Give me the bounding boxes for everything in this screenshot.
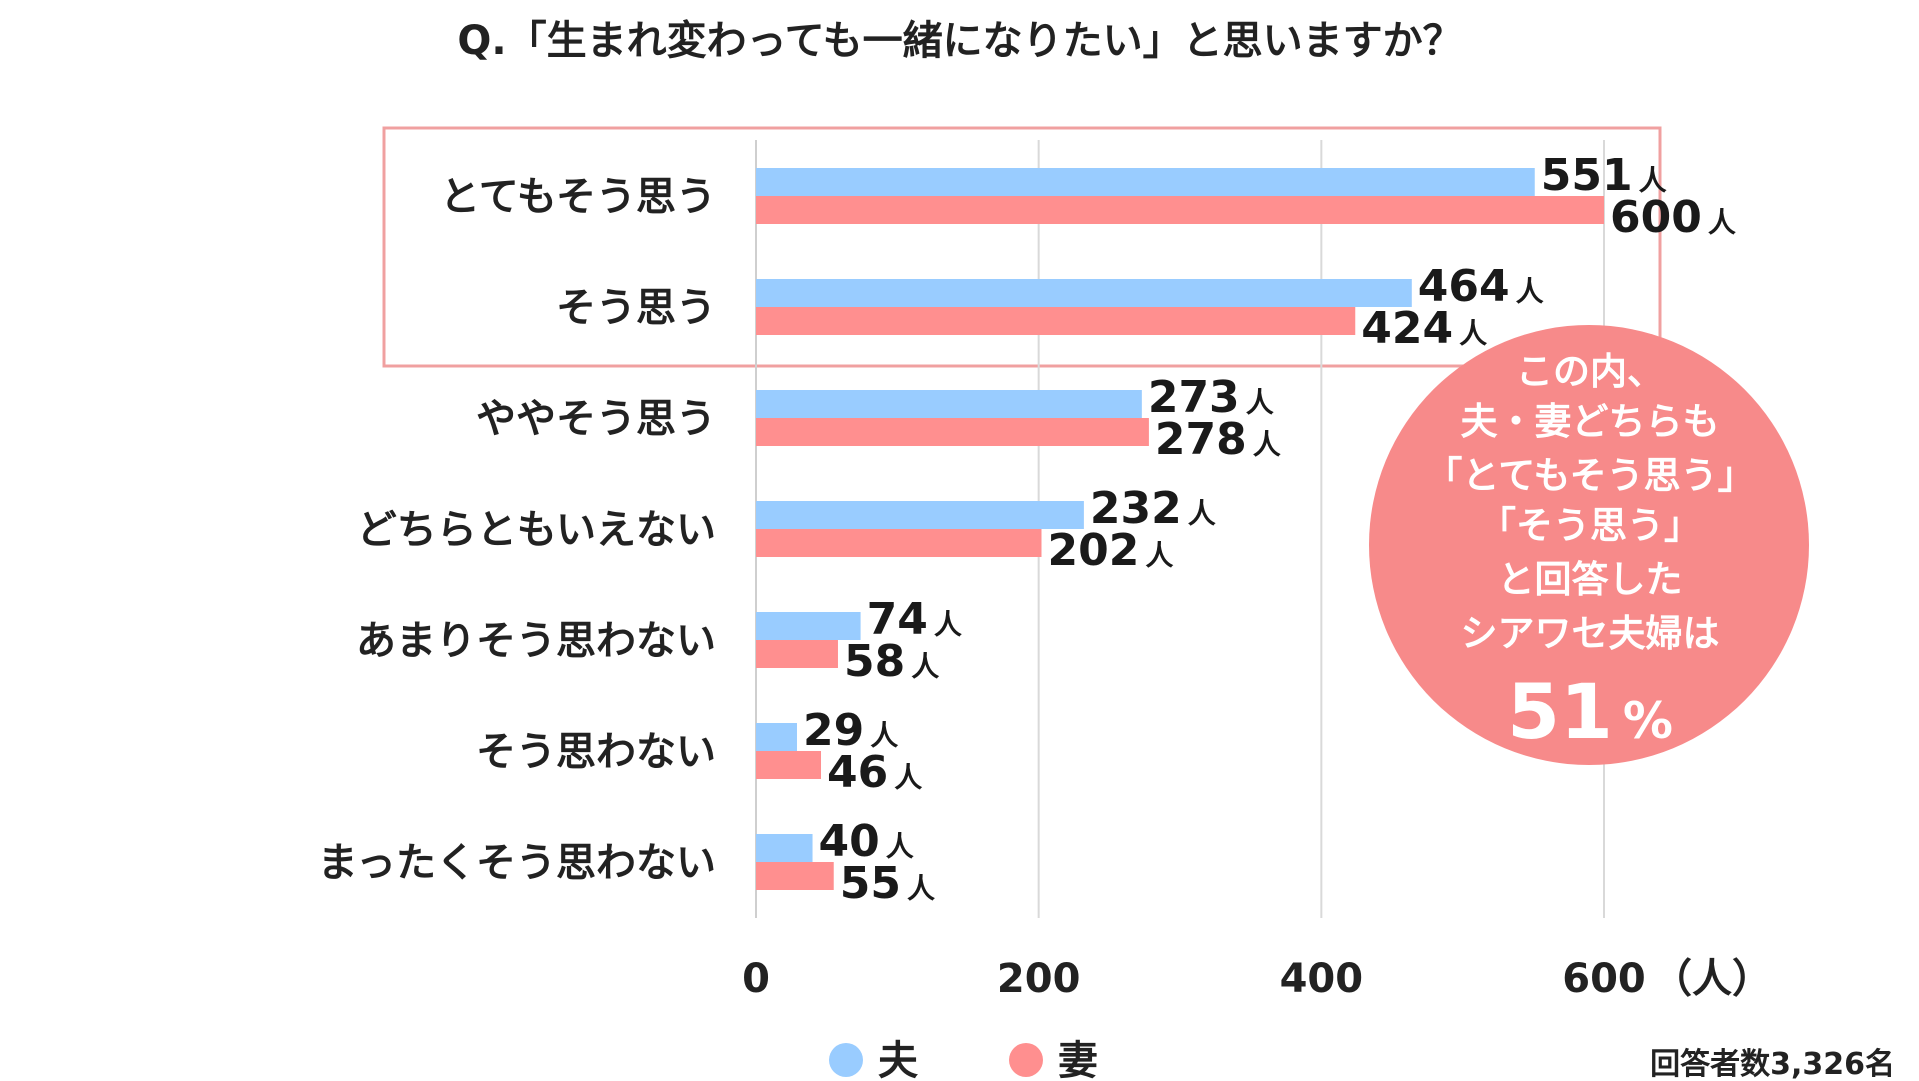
callout-number: 51 bbox=[1507, 667, 1613, 756]
bar-wife bbox=[756, 640, 838, 668]
x-tick-label: 600 bbox=[1562, 956, 1646, 1002]
data-label: 58 人 bbox=[844, 636, 939, 687]
data-label: 29 人 bbox=[803, 705, 898, 756]
chart-title: Q.「生まれ変わっても一緒になりたい」と思いますか？ bbox=[457, 18, 1462, 64]
legend-marker bbox=[1009, 1043, 1043, 1077]
data-label: 40 人 bbox=[819, 816, 914, 867]
x-axis: 0 200 400 600 （人） bbox=[742, 956, 1772, 1002]
callout-line: 夫・妻どちらも bbox=[1461, 400, 1720, 443]
x-axis-unit: （人） bbox=[1652, 956, 1772, 1002]
data-label: 74 人 bbox=[867, 594, 962, 645]
callout-line: この内、 bbox=[1516, 350, 1664, 393]
bar-wife bbox=[756, 307, 1356, 335]
bar-husband bbox=[756, 168, 1535, 196]
category-label: まったくそう思わない bbox=[318, 840, 716, 886]
bar-husband bbox=[756, 612, 861, 640]
bar-husband bbox=[756, 723, 797, 751]
bar-wife bbox=[756, 418, 1149, 446]
bar-wife bbox=[756, 751, 822, 779]
bar-husband bbox=[756, 834, 813, 862]
x-tick-label: 400 bbox=[1280, 956, 1364, 1002]
category-label: そう思う bbox=[556, 285, 716, 331]
bar-wife bbox=[756, 196, 1604, 224]
bars bbox=[756, 168, 1604, 890]
data-label: 46 人 bbox=[827, 747, 922, 798]
callout-background bbox=[1369, 325, 1809, 765]
data-label: 464 人 bbox=[1418, 261, 1544, 312]
callout-line: と回答した bbox=[1498, 558, 1683, 601]
respondents-note: 回答者数3,326名 bbox=[1650, 1047, 1895, 1081]
category-label: あまりそう思わない bbox=[356, 618, 716, 664]
category-label: とてもそう思う bbox=[440, 174, 716, 220]
data-label: 278 人 bbox=[1155, 414, 1281, 465]
bar-husband bbox=[756, 279, 1412, 307]
x-tick-label: 200 bbox=[997, 956, 1081, 1002]
data-label: 55 人 bbox=[840, 858, 935, 909]
bar-husband bbox=[756, 501, 1084, 529]
data-label: 232 人 bbox=[1090, 483, 1216, 534]
callout-unit: % bbox=[1623, 692, 1673, 750]
category-label: そう思わない bbox=[476, 729, 716, 775]
data-label: 202 人 bbox=[1047, 525, 1173, 576]
callout-line: 「そう思う」 bbox=[1479, 504, 1701, 547]
category-label: ややそう思う bbox=[476, 396, 716, 442]
callout-line: 「とてもそう思う」 bbox=[1425, 454, 1754, 497]
bar-husband bbox=[756, 390, 1142, 418]
data-label: 424 人 bbox=[1361, 303, 1487, 354]
legend-label: 夫 bbox=[878, 1038, 919, 1081]
bar-wife bbox=[756, 862, 834, 890]
legend: 夫妻 bbox=[829, 1038, 1098, 1081]
highlight-box bbox=[382, 126, 1662, 368]
x-tick-label: 0 bbox=[742, 956, 770, 1002]
bar-wife bbox=[756, 529, 1042, 557]
legend-marker bbox=[829, 1043, 863, 1077]
data-label: 600 人 bbox=[1610, 192, 1736, 243]
category-labels: とてもそう思うそう思うややそう思うどちらともいえないあまりそう思わないそう思わな… bbox=[318, 174, 716, 886]
category-label: どちらともいえない bbox=[357, 507, 716, 553]
data-label: 273 人 bbox=[1148, 372, 1274, 423]
callout-value: 51% bbox=[1507, 667, 1673, 756]
data-label: 551 人 bbox=[1541, 150, 1667, 201]
legend-label: 妻 bbox=[1058, 1038, 1098, 1081]
callout-line: シアワセ夫婦は bbox=[1461, 612, 1720, 655]
